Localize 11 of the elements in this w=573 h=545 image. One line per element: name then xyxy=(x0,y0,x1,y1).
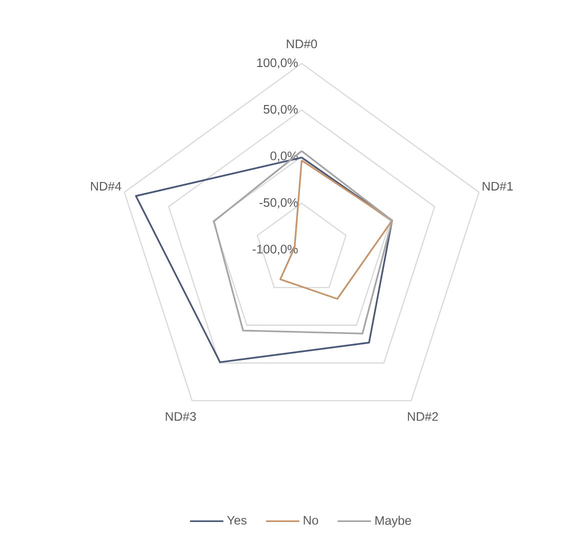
y-tick-label: -50,0% xyxy=(260,198,298,209)
spoke-label: ND#0 xyxy=(286,40,317,48)
spoke-label: ND#1 xyxy=(482,182,513,191)
legend-label: Maybe xyxy=(375,516,412,528)
spoke-label: ND#4 xyxy=(91,182,122,191)
y-tick-label: 100,0% xyxy=(257,58,298,69)
legend-label: Yes xyxy=(227,516,247,525)
spoke-label: ND#3 xyxy=(166,412,196,422)
spoke-label: ND#2 xyxy=(408,412,438,421)
legend-label: No xyxy=(304,516,318,525)
y-tick-label: 50,0% xyxy=(264,105,298,116)
